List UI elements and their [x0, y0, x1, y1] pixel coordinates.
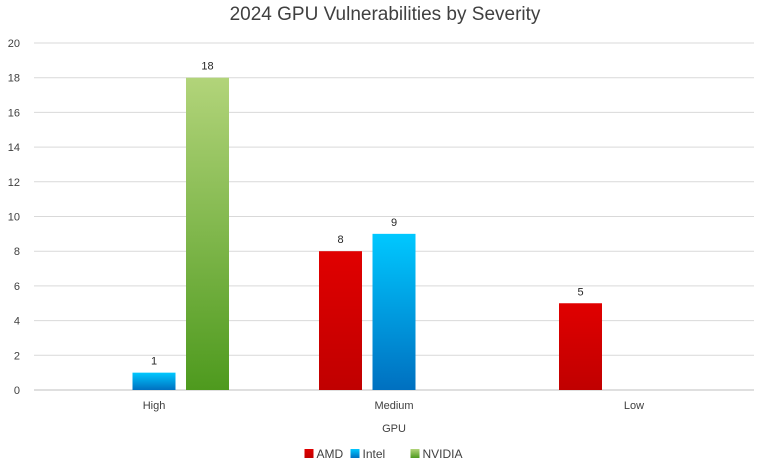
y-tick-label: 8	[14, 246, 20, 258]
y-tick-label: 0	[14, 385, 20, 397]
bar-amd-low	[559, 303, 602, 390]
bar-intel-high	[132, 372, 176, 390]
legend-label-amd: AMD	[317, 447, 344, 461]
legend-label-intel: Intel	[363, 447, 386, 461]
bars	[132, 77, 602, 390]
y-tick-label: 12	[8, 177, 20, 189]
x-axis-title: GPU	[382, 423, 406, 435]
x-tick-label: High	[143, 400, 166, 412]
y-tick-label: 4	[14, 316, 20, 328]
legend-label-nvidia: NVIDIA	[423, 447, 463, 461]
legend-swatch-intel	[350, 449, 360, 458]
data-label: 8	[337, 234, 343, 246]
bar-amd-medium	[319, 251, 362, 390]
data-label: 18	[201, 61, 213, 73]
x-tick-label: Medium	[374, 400, 413, 412]
legend: AMD Intel NVIDIA	[304, 447, 463, 461]
data-label: 9	[391, 217, 397, 229]
data-label: 5	[577, 286, 583, 298]
y-tick-label: 2	[14, 350, 20, 362]
y-tick-label: 20	[8, 38, 20, 50]
y-tick-label: 14	[8, 142, 20, 154]
y-tick-label: 6	[14, 281, 20, 293]
chart-title: 2024 GPU Vulnerabilities by Severity	[230, 4, 541, 25]
y-tick-label: 18	[8, 73, 20, 85]
y-axis-ticks: 0 2 4 6 8 10 12 14 16 18 20	[8, 38, 20, 397]
x-axis-ticks: High Medium Low	[143, 400, 644, 412]
y-tick-label: 16	[8, 107, 20, 119]
bar-nvidia-high	[186, 77, 229, 390]
bar-intel-medium	[372, 233, 416, 390]
data-labels: 1 18 8 9 5	[151, 61, 584, 368]
legend-swatch-amd	[304, 449, 314, 458]
data-label: 1	[151, 356, 157, 368]
legend-swatch-nvidia	[410, 449, 420, 458]
y-tick-label: 10	[8, 212, 20, 224]
x-tick-label: Low	[624, 400, 644, 412]
